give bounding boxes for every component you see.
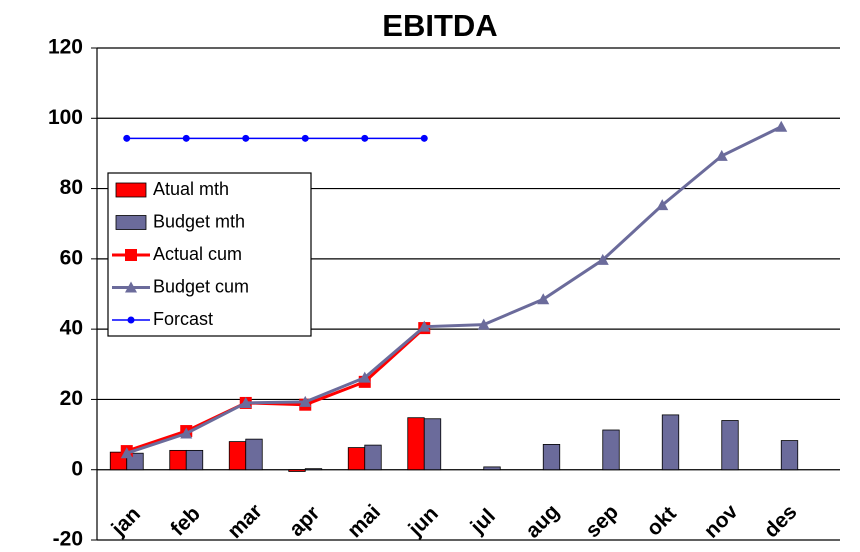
bar (169, 449, 187, 471)
marker (358, 371, 371, 383)
marker (418, 320, 431, 332)
marker (775, 120, 788, 132)
legend-label: Atual mth (153, 179, 229, 199)
marker (239, 396, 252, 408)
legend-swatch (115, 182, 147, 198)
marker (182, 134, 190, 142)
y-tick-label: -20 (53, 528, 83, 551)
marker (120, 447, 133, 459)
chart-title: EBITDA (382, 8, 497, 43)
marker (180, 427, 193, 439)
x-tick-label: sep (581, 500, 623, 542)
marker (361, 134, 369, 142)
legend-marker (125, 249, 137, 261)
legend-marker (127, 316, 135, 324)
marker (420, 134, 428, 142)
x-tick-label: apr (285, 502, 324, 541)
marker (477, 318, 490, 330)
x-tick-label: mar (223, 500, 267, 544)
marker (537, 293, 550, 305)
marker (242, 134, 250, 142)
y-tick-label: 80 (60, 176, 83, 199)
x-tick-label: nov (700, 500, 743, 543)
bar (602, 429, 620, 471)
y-tick-label: 20 (60, 387, 83, 410)
bar (185, 449, 204, 471)
x-tick-label: aug (521, 500, 564, 543)
x-tick-label: feb (166, 502, 205, 541)
bar (661, 414, 680, 471)
line (126, 326, 426, 453)
bar (780, 440, 799, 471)
marker (299, 395, 312, 407)
bar (721, 420, 739, 471)
marker (596, 253, 609, 265)
line (126, 125, 782, 455)
marker (123, 134, 131, 142)
y-tick-label: 120 (48, 36, 83, 59)
legend-swatch (115, 215, 147, 230)
bar (407, 417, 425, 471)
bar (245, 438, 263, 471)
y-tick-label: 0 (71, 457, 83, 480)
legend-label: Forcast (153, 309, 213, 329)
marker (656, 199, 669, 211)
legend-label: Budget mth (153, 211, 245, 231)
legend-label: Actual cum (153, 244, 242, 264)
bar (288, 469, 306, 472)
x-tick-label: des (760, 500, 802, 542)
x-tick-label: mai (343, 500, 385, 542)
x-tick-label: jun (404, 502, 443, 541)
x-tick-label: okt (642, 502, 681, 541)
y-tick-label: 40 (60, 317, 83, 340)
marker (715, 149, 728, 161)
bar (347, 447, 366, 471)
bar (483, 466, 501, 471)
legend-label: Budget cum (153, 276, 249, 296)
bar (228, 441, 247, 471)
legend-marker (125, 281, 137, 293)
bar (304, 468, 323, 471)
x-tick-label: jul (466, 505, 500, 539)
bar (364, 444, 382, 471)
y-tick-label: 60 (60, 246, 83, 269)
marker (301, 134, 309, 142)
y-tick-label: 100 (48, 106, 83, 129)
legend: Atual mth Budget mth Actual cum Budget cum F… (107, 172, 312, 337)
x-tick-label: jan (107, 502, 145, 540)
bar (542, 444, 561, 471)
bar (423, 418, 442, 471)
